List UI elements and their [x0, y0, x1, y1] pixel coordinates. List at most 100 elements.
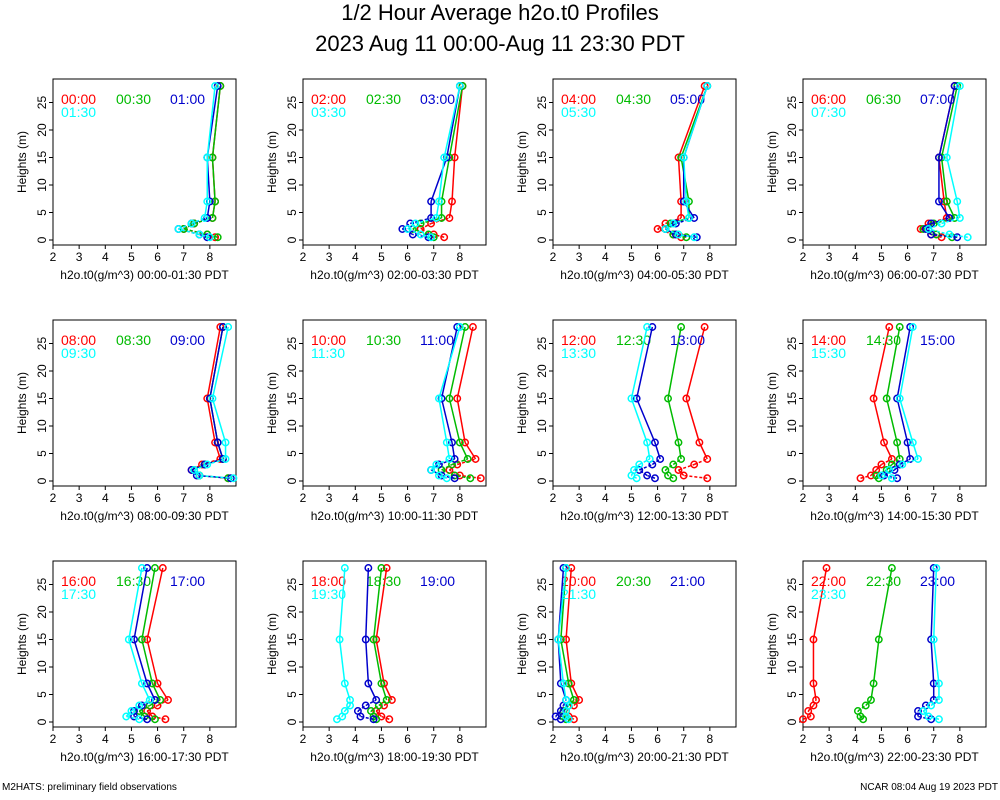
y-tick-label: 5 [35, 691, 49, 698]
x-tick-label: 6 [904, 491, 911, 505]
series-line-segment [133, 704, 143, 712]
y-tick-label: 25 [285, 337, 299, 351]
data-point [877, 460, 886, 469]
legend-entry: 16:30 [116, 573, 151, 589]
series-line-segment [126, 715, 140, 720]
y-tick-label: 0 [785, 718, 799, 725]
data-point [403, 225, 412, 233]
y-tick-label: 10 [285, 178, 299, 192]
series-line-segment [880, 469, 890, 477]
x-tick-label: 5 [878, 250, 885, 264]
series-line-segment [381, 715, 390, 720]
y-axis-label: Heights (m) [15, 131, 29, 193]
series-line-segment [451, 157, 456, 202]
data-point [398, 225, 407, 233]
series-line-segment [440, 398, 453, 443]
series-line-segment [133, 567, 148, 640]
x-axis-label: h2o.t0(g/m^3) 10:00-11:30 PDT [311, 509, 479, 523]
data-point [427, 233, 436, 242]
y-axis-label: Heights (m) [765, 131, 779, 193]
series-line-segment [685, 326, 706, 399]
series-line-segment [665, 228, 679, 236]
data-point [448, 438, 456, 447]
legend-entry: 18:30 [366, 573, 401, 589]
series-line-segment [365, 699, 377, 707]
series-line-segment [677, 85, 706, 158]
data-point [677, 455, 686, 463]
data-point [932, 230, 941, 239]
legend-entry: 04:30 [616, 91, 651, 107]
profile-panel: 2 3 4 5 6 7 8 0 5 10 15 20 25 h2o.t0(g/m^3) 04:00-05:… [515, 78, 737, 282]
series-line-segment [183, 228, 208, 236]
data-point [211, 82, 220, 90]
series-line-segment [438, 398, 448, 443]
series-line-segment [438, 474, 448, 479]
data-point [190, 466, 199, 474]
series-line-segment [683, 85, 708, 158]
data-point [213, 438, 222, 447]
series-line-segment [407, 222, 416, 230]
series-line-segment [430, 469, 440, 477]
data-point [151, 715, 159, 724]
legend-entry: 17:30 [61, 586, 96, 602]
data-point [630, 466, 638, 474]
x-tick-label: 4 [352, 491, 359, 505]
series-line-segment [807, 704, 815, 712]
data-point [927, 701, 936, 710]
profile-panel: 2 3 4 5 6 7 8 0 5 10 15 20 25 h2o.t0(g/m^3) 00:00-01:… [15, 78, 237, 282]
data-point [346, 701, 355, 710]
y-tick-label: 10 [785, 178, 799, 192]
data-point [674, 466, 683, 474]
data-point [934, 715, 943, 724]
series-line-segment [191, 463, 205, 471]
y-tick-label: 5 [785, 450, 799, 457]
data-point [661, 219, 670, 228]
x-tick-label: 6 [654, 250, 661, 264]
data-point [124, 635, 133, 644]
data-point [822, 564, 831, 572]
legend-entry: 00:30 [116, 91, 151, 107]
data-point [551, 712, 560, 721]
data-point [895, 323, 904, 331]
series-line-segment [128, 639, 143, 684]
x-tick-label: 6 [904, 732, 911, 746]
legend-entry: 01:30 [61, 104, 96, 120]
data-point [335, 635, 344, 644]
series-line-segment [930, 233, 942, 238]
x-tick-label: 4 [852, 250, 859, 264]
data-point [963, 233, 972, 242]
data-point [661, 466, 670, 474]
x-tick-label: 5 [128, 250, 135, 264]
data-point [364, 564, 373, 572]
x-tick-label: 3 [576, 732, 583, 746]
legend-entry: 19:30 [311, 586, 346, 602]
x-tick-label: 6 [904, 250, 911, 264]
legend-entry: 20:30 [616, 573, 651, 589]
series-line-segment [891, 458, 901, 466]
data-point [924, 712, 933, 721]
data-point [895, 394, 904, 403]
data-point [690, 214, 699, 222]
series-line-segment [925, 228, 932, 236]
series-line-segment [438, 326, 461, 399]
legend-entry: 09:30 [61, 345, 96, 361]
data-point [427, 197, 436, 206]
y-tick-label: 10 [35, 178, 49, 192]
data-point [203, 233, 212, 242]
data-point [385, 715, 394, 724]
data-point [143, 564, 152, 572]
series-line-segment [211, 157, 216, 202]
data-point [200, 214, 209, 222]
legend-entry: 04:00 [561, 91, 596, 107]
y-tick-label: 25 [285, 96, 299, 110]
data-point [861, 701, 870, 710]
data-point [929, 564, 938, 572]
data-point [218, 323, 227, 331]
y-tick-label: 20 [285, 364, 299, 378]
y-tick-label: 5 [785, 691, 799, 698]
series-line-segment [375, 704, 385, 712]
legend-entry: 05:30 [561, 104, 596, 120]
series-line-segment [812, 699, 817, 706]
data-point [440, 153, 449, 162]
data-point [450, 471, 459, 480]
